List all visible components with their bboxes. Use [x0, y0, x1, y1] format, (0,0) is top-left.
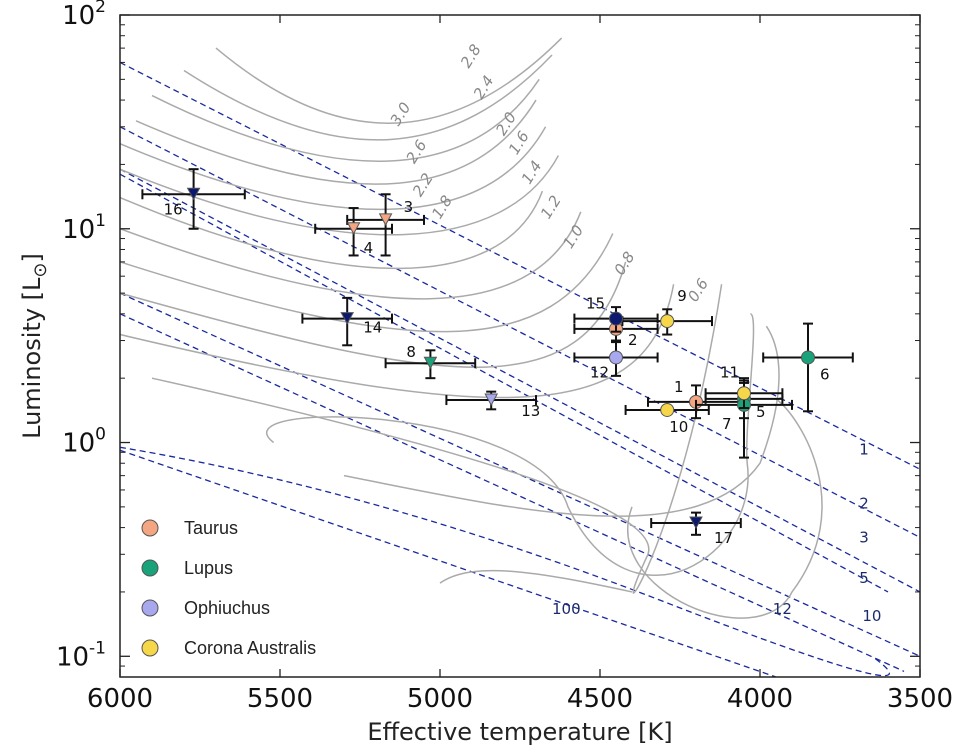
- mass-track: [135, 99, 537, 185]
- plot-frame: [119, 14, 921, 678]
- point-label: 3: [404, 198, 414, 216]
- point-marker: [660, 314, 675, 329]
- x-axis: 6000 5500 5000 4500 4000 3500: [87, 15, 953, 714]
- point-label: 11: [720, 363, 739, 381]
- data-point-15: 15: [573, 295, 659, 333]
- point-label: 14: [363, 319, 382, 337]
- x-axis-title: Effective temperature [K]: [367, 718, 672, 746]
- isochrone-label: 3: [859, 529, 869, 547]
- mass-track: [343, 325, 780, 517]
- isochrone-line: [120, 313, 905, 672]
- legend-marker: [141, 639, 159, 657]
- mass-track: [120, 126, 547, 211]
- point-label: 1: [674, 378, 684, 396]
- x-tick-label: 5500: [247, 684, 313, 714]
- legend-marker: [141, 559, 159, 577]
- legend-label: Ophiuchus: [184, 598, 270, 618]
- isochrone-line: [120, 168, 920, 593]
- x-tick-label: 3500: [887, 684, 953, 714]
- mass-track: [120, 211, 582, 300]
- mass-track: [183, 54, 553, 141]
- upper-limit-marker: [378, 213, 393, 226]
- legend: Taurus Lupus Ophiuchus Corona Australis: [141, 518, 316, 658]
- isochrone-line: [120, 446, 891, 677]
- data-point-12: 12: [573, 341, 659, 381]
- plot-area: 3.02.82.62.42.22.01.81.61.41.21.00.80.61…: [120, 37, 920, 677]
- mass-track: [120, 190, 544, 270]
- x-tick-label: 6000: [87, 684, 153, 714]
- mass-track: [439, 569, 633, 593]
- upper-limit-marker: [423, 356, 438, 370]
- isochrone-label: 5: [859, 569, 869, 587]
- data-point-17: 17: [650, 511, 742, 547]
- upper-limit-marker: [484, 393, 499, 407]
- mass-track: [627, 398, 823, 619]
- isochrone-label: 10: [862, 607, 881, 625]
- point-label: 7: [722, 415, 732, 433]
- data-point-6: 6: [762, 322, 854, 413]
- legend-label: Taurus: [184, 518, 238, 538]
- mass-track: [151, 284, 723, 594]
- point-label: 16: [164, 200, 183, 218]
- point-label: 12: [590, 363, 609, 381]
- legend-label: Lupus: [184, 558, 233, 578]
- point-marker: [609, 311, 623, 326]
- legend-marker: [141, 519, 159, 537]
- point-marker: [737, 386, 751, 401]
- data-point-8: 8: [384, 343, 477, 380]
- data-point-3: 3: [346, 193, 425, 257]
- data-point-16: 16: [141, 168, 246, 230]
- upper-limit-marker: [186, 187, 201, 201]
- point-marker: [609, 350, 623, 365]
- mass-track: [215, 37, 563, 124]
- isochrone-label: 12: [773, 600, 792, 618]
- point-label: 13: [521, 402, 540, 420]
- y-axis-title: Luminosity [L⊙]: [18, 253, 51, 439]
- isochrone-line: [120, 292, 920, 657]
- mass-track: [120, 233, 614, 333]
- data-point-10: 10: [624, 402, 710, 436]
- point-label: 10: [669, 418, 688, 436]
- mass-track: [120, 284, 675, 399]
- upper-limit-marker: [689, 516, 703, 530]
- y-tick-label: 101: [62, 211, 106, 245]
- data-point-11: 11: [704, 363, 784, 410]
- y-tick-label: 102: [62, 0, 106, 31]
- x-tick-label: 4000: [727, 684, 793, 714]
- point-label: 2: [628, 331, 638, 349]
- data-point-14: 14: [301, 296, 393, 347]
- upper-limit-marker: [346, 222, 361, 235]
- upper-limit-marker: [340, 312, 355, 325]
- point-marker: [660, 402, 675, 417]
- point-label: 5: [756, 403, 766, 421]
- point-label: 15: [586, 295, 605, 313]
- isochrone-label: 2: [859, 495, 869, 513]
- y-tick-label: 10-1: [56, 638, 106, 672]
- point-label: 17: [714, 529, 733, 547]
- isochrone-label: 1: [859, 440, 869, 458]
- point-label: 4: [364, 239, 374, 257]
- point-label: 6: [820, 365, 830, 383]
- model-curves: [120, 37, 920, 677]
- x-tick-label: 5000: [407, 684, 473, 714]
- mass-track: [151, 78, 540, 162]
- isochrone-label: 100: [552, 600, 581, 618]
- isochrone-line: [120, 449, 777, 677]
- point-label: 9: [677, 287, 687, 305]
- mass-track: [120, 261, 627, 368]
- data-point-9: 9: [621, 287, 713, 336]
- point-marker: [801, 350, 815, 365]
- data-point-4: 4: [314, 207, 393, 257]
- x-tick-label: 4500: [567, 684, 633, 714]
- data-point-13: 13: [445, 390, 540, 420]
- y-tick-label: 100: [62, 425, 106, 459]
- legend-marker: [141, 599, 159, 617]
- point-label: 8: [406, 343, 416, 361]
- legend-label: Corona Australis: [184, 638, 316, 658]
- mass-track: [120, 155, 560, 236]
